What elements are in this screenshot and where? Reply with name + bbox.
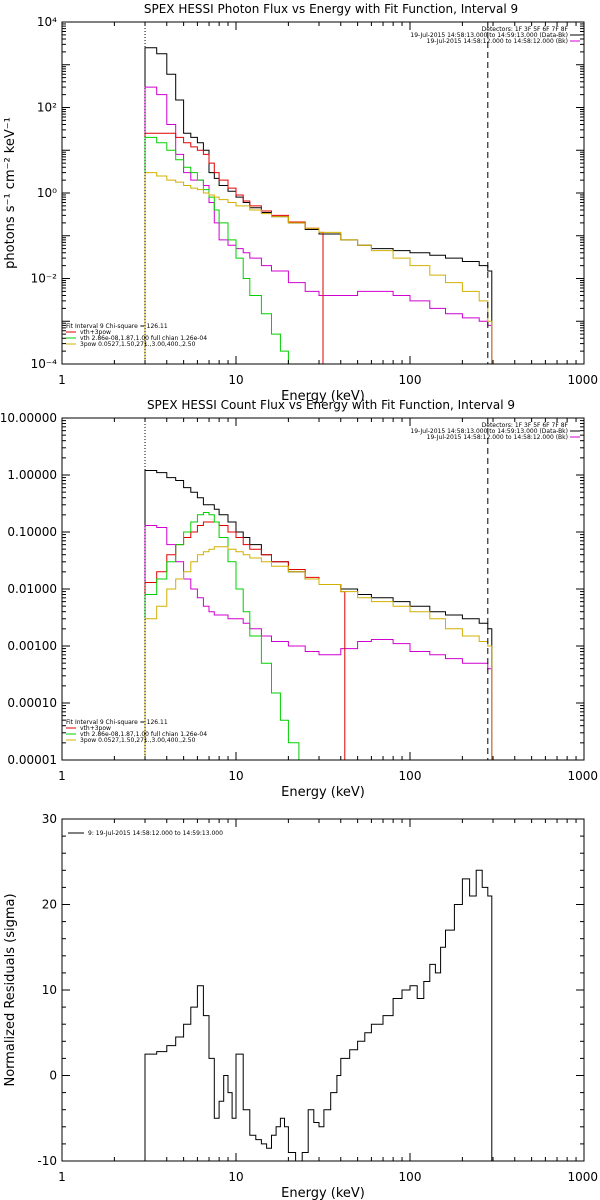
series-line-2	[144, 521, 346, 760]
series-line-4	[144, 172, 493, 364]
x-tick-label: 100	[399, 1170, 422, 1184]
legend-entry-label: Detectors: 1F 3F 5F 6F 7F 8F	[482, 26, 569, 33]
x-tick-label: 1	[58, 769, 66, 783]
x-tick-label: 1	[58, 373, 66, 387]
x-tick-label: 1000	[567, 373, 598, 387]
x-axis-label: Energy (keV)	[281, 389, 365, 404]
legend-entry-label: vth+3pow	[80, 329, 111, 336]
series-line-1	[144, 86, 493, 364]
series-line-0	[144, 869, 493, 1162]
y-axis-label: Normalized Residuals (sigma)	[3, 893, 18, 1086]
legend-entry-label: vth 2.86e-08,1.87,1.00 full chian 1.26e-…	[80, 731, 207, 738]
plot-frame	[61, 818, 585, 1162]
y-tick-label: 0.00100	[7, 639, 57, 653]
y-tick-label: 0.01000	[7, 582, 57, 596]
legend-entry-label: 9: 19-Jul-2015 14:58:12.000 to 14:59:13.…	[88, 830, 223, 837]
x-tick-label: 10	[228, 373, 243, 387]
photon-flux-panel: SPEX HESSI Photon Flux vs Energy with Fi…	[3, 2, 598, 404]
series-line-0	[144, 470, 493, 760]
series-line-2	[144, 132, 324, 364]
plot-frame	[61, 417, 585, 761]
y-axis-label: photons s⁻¹ cm⁻² keV⁻¹	[3, 117, 18, 269]
chart-title: SPEX HESSI Count Flux vs Energy with Fit…	[147, 398, 515, 412]
legend-entry-label: 3pow 0.0527,1.50,271.,3.00,400.,2.50	[80, 341, 196, 348]
y-tick-label: 10⁰	[37, 186, 57, 200]
x-axis-label: Energy (keV)	[281, 1186, 365, 1200]
y-tick-label: 0.00001	[7, 753, 57, 767]
legend-entry-label: 3pow 0.0527,1.50,271.,3.00,400.,2.50	[80, 737, 196, 744]
series-line-3	[144, 512, 303, 761]
x-axis-label: Energy (keV)	[281, 785, 365, 800]
y-tick-label: 10⁻⁴	[31, 357, 58, 371]
y-tick-label: 0	[49, 1069, 57, 1083]
y-tick-label: 0.00010	[7, 696, 57, 710]
y-tick-label: 10²	[37, 101, 57, 115]
x-tick-label: 10	[228, 769, 243, 783]
y-tick-label: 20	[42, 898, 57, 912]
y-tick-label: 0.10000	[7, 525, 57, 539]
series-line-0	[144, 47, 493, 364]
legend-entry-label: Fit Interval 9 Chi-square = 126.11	[66, 719, 168, 726]
x-tick-label: 100	[399, 769, 422, 783]
legend-entry-label: Fit Interval 9 Chi-square = 126.11	[66, 323, 168, 330]
legend-entry-label: vth 2.86e-08,1.87,1.00 full chian 1.26e-…	[80, 335, 207, 342]
count-flux-panel: SPEX HESSI Count Flux vs Energy with Fit…	[0, 398, 598, 800]
x-tick-label: 1	[58, 1170, 66, 1184]
legend-entry-label: Detectors: 1F 3F 5F 6F 7F 8F	[482, 422, 569, 429]
y-tick-label: 1.00000	[7, 468, 57, 482]
series-line-4	[144, 546, 493, 760]
chart-title: SPEX HESSI Photon Flux vs Energy with Fi…	[144, 2, 518, 16]
legend-entry-label: vth+3pow	[80, 725, 111, 732]
x-tick-label: 100	[399, 373, 422, 387]
y-tick-label: 10	[42, 983, 57, 997]
y-tick-label: 10.00000	[0, 411, 57, 425]
y-tick-label: 30	[42, 812, 57, 826]
series-line-3	[144, 136, 293, 365]
legend-entry-label: 19-Jul-2015 14:58:13.000 to 14:59:13.000…	[410, 32, 568, 39]
legend-entry-label: 19-Jul-2015 14:58:12.000 to 14:58:12.000…	[427, 434, 568, 441]
x-tick-label: 1000	[567, 1170, 598, 1184]
y-tick-label: -10	[37, 1154, 57, 1168]
legend-entry-label: 19-Jul-2015 14:58:12.000 to 14:58:12.000…	[427, 38, 568, 45]
residuals-panel: 1 10 100 1000 Energy (keV) -10 0 10 20 30 Normaliz…	[3, 812, 598, 1200]
legend-entry-label: 19-Jul-2015 14:58:13.000 to 14:59:13.000…	[410, 428, 568, 435]
x-tick-label: 1000	[567, 769, 598, 783]
x-tick-label: 10	[228, 1170, 243, 1184]
y-tick-label: 10⁴	[37, 15, 57, 29]
y-tick-label: 10⁻²	[31, 272, 58, 286]
